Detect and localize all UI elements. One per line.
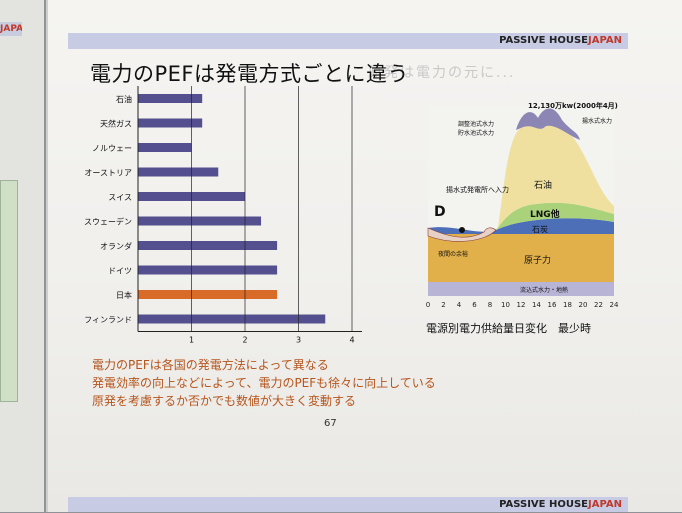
x-tick-label: 18 xyxy=(563,301,572,309)
category-label: スウェーデン xyxy=(84,217,132,227)
area-label: 石炭 xyxy=(532,225,548,234)
area-label: 揚水式水力 xyxy=(582,117,612,125)
bar-4 xyxy=(138,167,219,177)
daily-supply-area-chart: 0 2 4 6 8 10 12 14 16 18 20 22 2412,130万kw(2000年4月)揚… xyxy=(426,101,619,335)
area-label: D xyxy=(434,204,446,220)
area-label: 12,130万kw(2000年4月) xyxy=(528,101,618,110)
category-label: オランダ xyxy=(100,241,132,251)
x-tick-label: 3 xyxy=(296,336,301,345)
coal-band xyxy=(428,218,614,234)
x-tick-label: 24 xyxy=(610,301,619,309)
nuclear-band xyxy=(428,234,614,282)
page-title: 電力のPEFは発電方式ごとに違う xyxy=(90,62,410,86)
category-label: ドイツ xyxy=(108,267,132,276)
note-line: 電力のPEFは各国の発電方法によって異なる xyxy=(92,358,329,372)
bar-7 xyxy=(138,241,278,250)
x-tick-label: 1 xyxy=(189,336,194,345)
page-number: 67 xyxy=(324,418,337,429)
area-label: 夜間の余裕 xyxy=(438,250,468,258)
area-chart-title: 電源別電力供給量日変化 最少時 xyxy=(426,321,591,335)
category-label: 日本 xyxy=(116,290,132,300)
x-tick-label: 6 xyxy=(472,301,477,309)
note-line: 原発を考慮するか否かでも数値が大きく変動する xyxy=(92,394,357,408)
lng-band xyxy=(496,202,614,230)
header-band: PASSIVE HOUSEJAPAN xyxy=(68,33,628,49)
pef-bar-chart: 石油天然ガスノルウェーオーストリアスイススウェーデンオランダドイツ日本フィンラン… xyxy=(84,86,362,345)
bar-9 xyxy=(138,290,278,299)
x-tick-label: 20 xyxy=(579,301,588,309)
night-margin-area xyxy=(427,227,497,242)
area-label: LNG他 xyxy=(530,208,560,220)
area-label: 貯水池式水力 xyxy=(458,129,494,137)
x-tick-label: 0 xyxy=(426,301,430,309)
category-label: 天然ガス xyxy=(100,119,132,129)
area-label: 揚水式発電所へ入力 xyxy=(446,185,509,194)
book-page: PASSIVE HOUSEJAPAN 原発は電力の元に... 電力のPEFは発電… xyxy=(46,0,682,512)
area-label: 調整池式水力 xyxy=(458,120,494,128)
bleed-through-text: 原発は電力の元に... xyxy=(368,65,516,81)
category-label: スイス xyxy=(108,193,132,202)
bar-2 xyxy=(138,118,203,128)
left-page: JAPAN xyxy=(0,0,44,512)
x-tick-label: 4 xyxy=(457,301,462,309)
area-label: 流込式水力・地熱 xyxy=(520,286,568,294)
x-tick-label: 2 xyxy=(441,301,445,309)
bar-6 xyxy=(138,216,262,226)
left-page-green-box xyxy=(0,180,18,402)
note-line: 発電効率の向上などによって、電力のPEFも徐々に向上している xyxy=(92,376,436,390)
category-label: 石油 xyxy=(116,94,132,104)
x-tick-label: 22 xyxy=(594,301,603,309)
area-label: 原子力 xyxy=(524,254,551,266)
category-label: ノルウェー xyxy=(92,144,132,153)
pumped-hydro-peak xyxy=(516,108,580,140)
x-tick-label: 12 xyxy=(517,301,526,309)
x-tick-label: 14 xyxy=(532,301,541,309)
brand-logo: PASSIVE HOUSEJAPAN xyxy=(499,35,622,46)
input-marker xyxy=(459,227,465,233)
bar-1 xyxy=(138,94,203,103)
x-tick-label: 4 xyxy=(349,336,354,345)
brand-logo-footer: PASSIVE HOUSEJAPAN xyxy=(499,499,622,510)
x-tick-label: 10 xyxy=(501,301,510,309)
oil-band xyxy=(498,123,614,228)
run-of-river-band xyxy=(428,282,614,296)
bar-3 xyxy=(138,143,192,152)
notes: 電力のPEFは各国の発電方法によって異なる 発電効率の向上などによって、電力のP… xyxy=(92,356,436,410)
x-tick-label: 8 xyxy=(488,301,492,309)
footer-band: PASSIVE HOUSEJAPAN xyxy=(68,497,628,512)
area-label: 石油 xyxy=(534,179,552,191)
bar-10 xyxy=(138,314,326,324)
x-tick-label: 2 xyxy=(242,336,247,345)
x-tick-label: 16 xyxy=(548,301,557,309)
bar-8 xyxy=(138,265,278,275)
category-label: オーストリア xyxy=(84,169,132,178)
category-label: フィンランド xyxy=(84,316,132,325)
left-page-tab: JAPAN xyxy=(0,22,22,36)
